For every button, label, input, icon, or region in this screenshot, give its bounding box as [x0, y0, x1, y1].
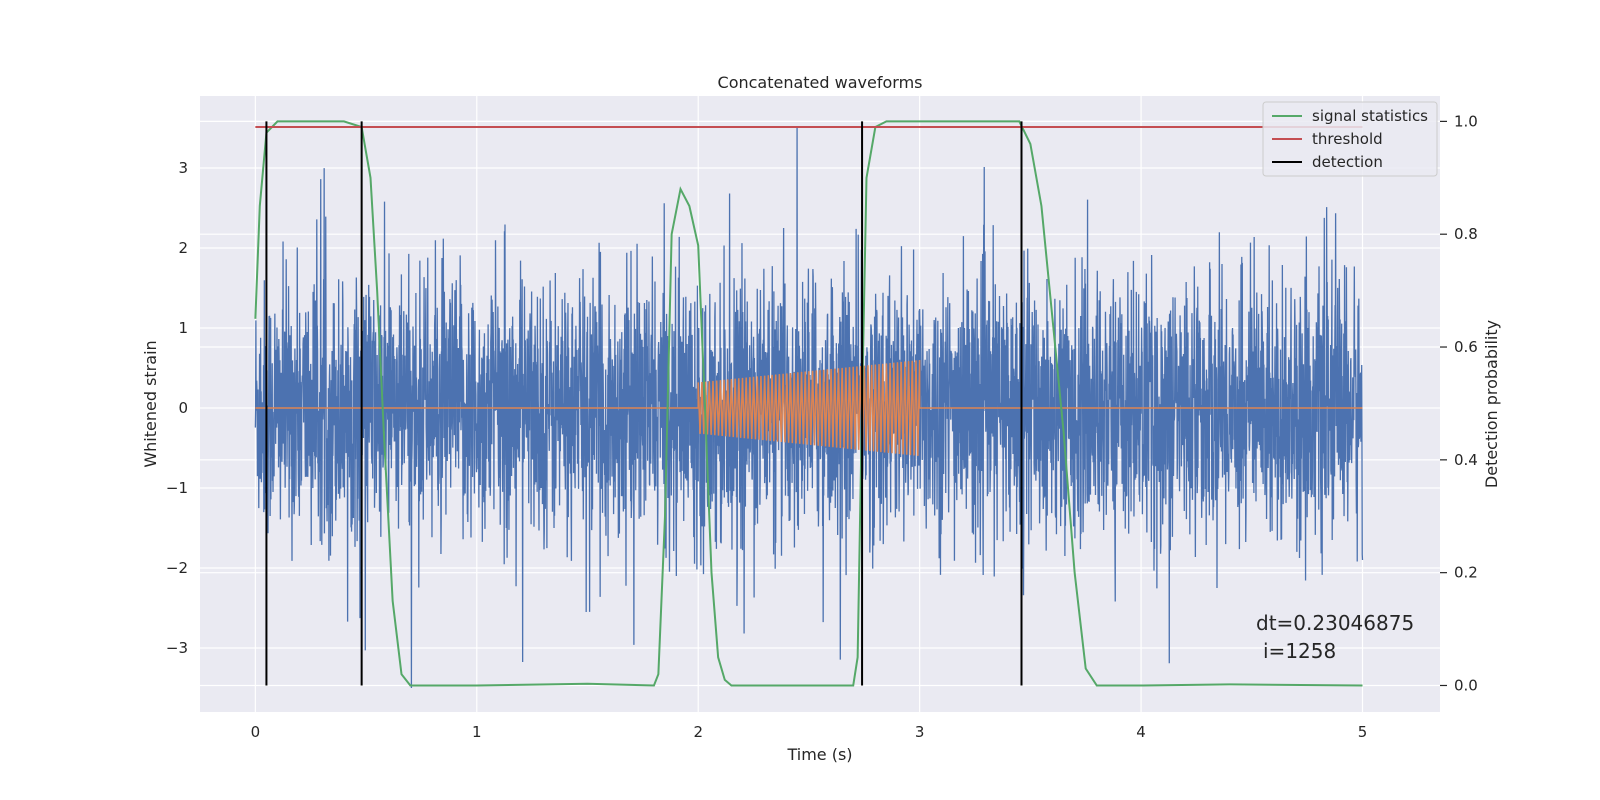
x-axis-ticks: 0 1 2 3 4 5 [251, 723, 1368, 741]
detection-series [265, 121, 1023, 686]
chart-title: Concatenated waveforms [718, 73, 923, 92]
legend-label-detection: detection [1312, 153, 1383, 171]
injected-waveform-series [255, 359, 1363, 456]
injected-waveform-line [255, 359, 1363, 456]
y-tick-label: −2 [166, 559, 188, 577]
signal-statistics-line [254, 120, 1363, 687]
y2-axis-ticks: 0.0 0.2 0.4 0.6 0.8 1.0 [1440, 112, 1478, 694]
y2-tick-label: 0.6 [1454, 338, 1478, 356]
y-tick-label: 3 [178, 159, 188, 177]
annotation-i: i=1258 [1263, 639, 1336, 663]
legend: signal statistics threshold detection [1262, 101, 1438, 177]
y2-axis-label: Detection probability [1482, 320, 1501, 488]
strain-noise-series [254, 127, 1364, 689]
legend-label-threshold: threshold [1312, 130, 1383, 148]
legend-label-signal-statistics: signal statistics [1312, 107, 1428, 125]
y-tick-label: 0 [178, 399, 188, 417]
strain-noise-line [254, 127, 1364, 689]
legend-box [1262, 101, 1438, 177]
y-axis-ticks: −3 −2 −1 0 1 2 3 [166, 159, 188, 657]
y-axis-label: Whitened strain [141, 340, 160, 467]
x-tick-label: 1 [472, 723, 482, 741]
y2-tick-label: 0.8 [1454, 225, 1478, 243]
y2-tick-label: 0.4 [1454, 451, 1478, 469]
y2-tick-label: 0.2 [1454, 564, 1478, 582]
y-tick-label: 1 [178, 319, 188, 337]
x-tick-label: 5 [1358, 723, 1368, 741]
y-tick-label: 2 [178, 239, 188, 257]
x-axis-label: Time (s) [786, 745, 852, 764]
y2-tick-label: 0.0 [1454, 676, 1478, 694]
annotation-dt: dt=0.23046875 [1256, 611, 1414, 635]
x-tick-label: 0 [251, 723, 261, 741]
x-tick-label: 3 [915, 723, 925, 741]
y-tick-label: −3 [166, 639, 188, 657]
y2-tick-label: 1.0 [1454, 112, 1478, 130]
signal-statistics-series [254, 120, 1363, 687]
x-tick-label: 2 [693, 723, 703, 741]
x-tick-label: 4 [1136, 723, 1146, 741]
y-tick-label: −1 [166, 479, 188, 497]
